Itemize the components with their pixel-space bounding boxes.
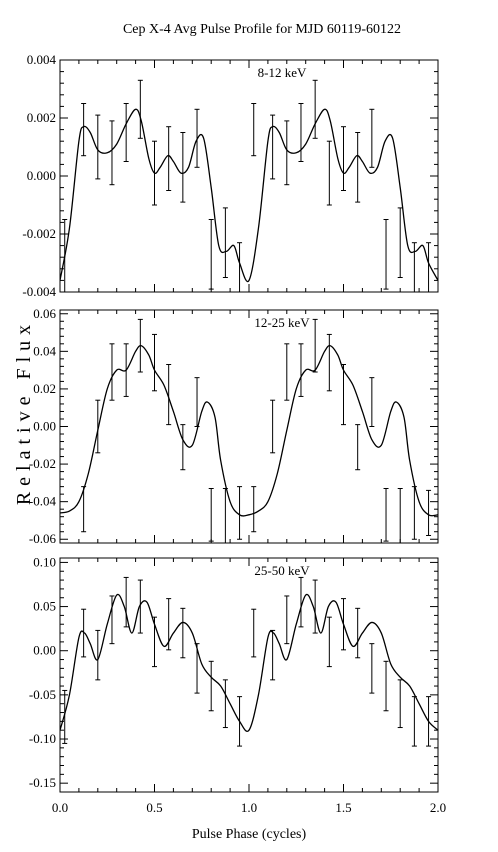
y-tick-label: -0.004: [22, 284, 56, 299]
y-tick-label: -0.05: [29, 687, 56, 702]
y-tick-label: 0.05: [33, 599, 56, 614]
y-axis-title: Relative Flux: [13, 319, 35, 505]
x-tick-label: 1.0: [241, 800, 257, 815]
error-bars: [62, 79, 432, 292]
panels-group: -0.004 -0.002 0.000 0.002 0.004 8-12 keV -0.06…: [22, 52, 446, 815]
y-tick-label: -0.10: [29, 731, 56, 746]
panel-frame: [59, 59, 439, 293]
y-tick-label: 0.10: [33, 554, 56, 569]
y-tick-label: 0.02: [33, 381, 56, 396]
panel-frame: [59, 309, 439, 544]
panel-frame: [59, 557, 439, 793]
panel-2: -0.06 -0.04 -0.02 0.00 0.02 0.04 0.06 12-25 keV: [29, 306, 439, 546]
energy-band-label: 12-25 keV: [254, 315, 310, 330]
pulse-profile-curve: [60, 593, 438, 732]
energy-band-label: 25-50 keV: [254, 563, 310, 578]
figure-title: Cep X-4 Avg Pulse Profile for MJD 60119-…: [123, 22, 401, 37]
panel-3: -0.15 -0.10 -0.05 0.00 0.05 0.10 25-50 keV 0.0 0…: [29, 554, 446, 815]
panel-1: -0.004 -0.002 0.000 0.002 0.004 8-12 keV: [22, 52, 439, 299]
x-tick-label: 0.5: [146, 800, 162, 815]
y-tick-label: -0.15: [29, 775, 56, 790]
y-tick-label: 0.004: [27, 52, 57, 67]
y-tick-label: -0.02: [29, 456, 56, 471]
x-tick-label: 2.0: [430, 800, 446, 815]
x-axis-title: Pulse Phase (cycles): [192, 827, 307, 842]
y-tick-label: -0.04: [29, 494, 57, 509]
y-tick-label: 0.06: [33, 306, 56, 321]
x-tick-label: 1.5: [335, 800, 351, 815]
pulse-profile-curve: [60, 108, 438, 283]
energy-band-label: 8-12 keV: [258, 65, 307, 80]
y-tick-label: -0.002: [22, 226, 56, 241]
y-tick-label: -0.06: [29, 531, 57, 546]
error-bars: [62, 576, 432, 747]
y-tick-label: 0.002: [27, 110, 56, 125]
error-bars: [81, 318, 432, 543]
y-tick-label: 0.00: [33, 419, 56, 434]
y-tick-label: 0.000: [27, 168, 56, 183]
y-tick-label: 0.00: [33, 643, 56, 658]
y-tick-label: 0.04: [33, 343, 56, 358]
pulse-profile-curve: [60, 344, 438, 517]
x-tick-label: 0.0: [52, 800, 68, 815]
